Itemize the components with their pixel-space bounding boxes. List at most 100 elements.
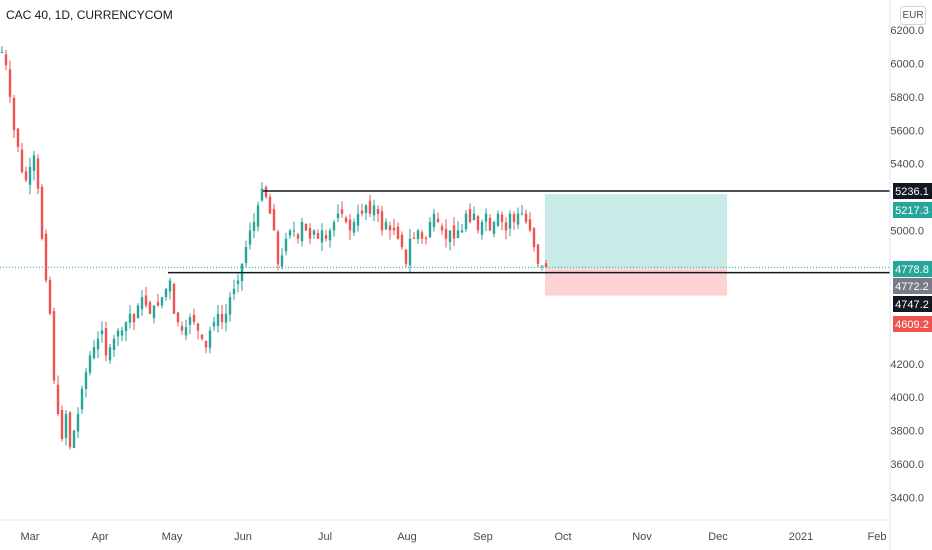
candle-body <box>308 227 312 239</box>
candle-body <box>32 155 36 171</box>
candle-body <box>4 54 8 66</box>
candle-body <box>524 213 528 223</box>
y-tick-label: 5600.0 <box>890 125 924 137</box>
candle-body <box>124 322 128 332</box>
candle-body <box>252 222 256 231</box>
candle-body <box>392 227 396 231</box>
candle-body <box>376 209 380 214</box>
candle-body <box>460 230 464 233</box>
candle-body <box>272 209 276 231</box>
candle-body <box>228 297 232 315</box>
y-tick-label: 3600.0 <box>890 459 924 471</box>
price-label: 5236.1 <box>895 186 929 198</box>
x-tick-label: Feb <box>868 531 887 543</box>
candle-body <box>364 205 368 213</box>
price-label: 4772.2 <box>895 281 929 293</box>
candle-body <box>60 410 64 439</box>
candle-body <box>16 128 20 147</box>
candle-body <box>424 238 428 240</box>
candle-body <box>496 213 500 226</box>
candle-body <box>136 305 140 319</box>
price-label-bg <box>893 183 932 199</box>
candle-body <box>108 347 112 361</box>
candle-body <box>500 214 504 223</box>
candle-body <box>296 234 300 239</box>
candle-body <box>532 228 536 248</box>
x-tick-label: Apr <box>91 531 108 543</box>
candle-body <box>180 326 184 331</box>
y-tick-label: 5000.0 <box>890 225 924 237</box>
candle-body <box>368 200 372 214</box>
candle-body <box>280 255 284 267</box>
price-label-bg <box>893 278 932 294</box>
price-label-bg <box>893 296 932 312</box>
candle-body <box>48 279 52 314</box>
level-lines <box>0 190 890 274</box>
candle-body <box>428 222 432 238</box>
candle-body <box>324 235 328 239</box>
candle-body <box>292 230 296 232</box>
candle-body <box>544 263 548 268</box>
time-axis: Mar Apr May Jun Jul Aug Sep Oct Nov Dec 2021 Feb <box>21 531 887 543</box>
candle-body <box>56 384 60 414</box>
candle-body <box>528 219 532 231</box>
y-tick-label: 6000.0 <box>890 59 924 71</box>
candle-body <box>356 213 360 226</box>
candle-body <box>96 338 100 350</box>
candle-body <box>512 214 516 223</box>
candle-body <box>264 186 268 198</box>
candle-body <box>72 430 76 448</box>
candle-body <box>316 233 320 239</box>
price-label-bg <box>893 261 932 277</box>
y-tick-label: 4000.0 <box>890 392 924 404</box>
candle-body <box>192 314 196 323</box>
x-tick-label: May <box>162 531 183 543</box>
candle-body <box>188 317 192 325</box>
candle-body <box>52 311 56 381</box>
y-tick-label: 6200.0 <box>890 25 924 37</box>
x-tick-label: Aug <box>397 531 417 543</box>
currency-button[interactable]: EUR <box>900 6 926 25</box>
candle-body <box>340 209 344 214</box>
candle-body <box>68 412 72 448</box>
candle-body <box>336 213 340 219</box>
x-tick-label: Mar <box>21 531 40 543</box>
candle-body <box>92 347 96 359</box>
chart-title: CAC 40, 1D, CURRENCYCOM <box>6 8 173 22</box>
candle-body <box>476 216 480 231</box>
candle-body <box>112 338 116 351</box>
candle-body <box>536 244 540 264</box>
candle-body <box>104 328 108 356</box>
candle-body <box>172 284 176 314</box>
candle-body <box>148 302 152 314</box>
candle-body <box>276 231 280 264</box>
y-tick-label: 3400.0 <box>890 492 924 504</box>
x-tick-label: Oct <box>554 531 571 543</box>
x-tick-label: Nov <box>632 531 652 543</box>
candle-body <box>300 222 304 242</box>
y-tick-label: 4200.0 <box>890 359 924 371</box>
y-tick-label: 3800.0 <box>890 426 924 438</box>
candle-body <box>224 313 228 323</box>
x-tick-label: 2021 <box>789 531 813 543</box>
candle-body <box>116 330 120 337</box>
candle-body <box>440 226 444 231</box>
candle-body <box>344 217 348 223</box>
candle-body <box>420 232 424 239</box>
candle-body <box>176 312 180 323</box>
candle-body <box>36 158 40 189</box>
candle-body <box>312 230 316 235</box>
candle-body <box>248 230 252 245</box>
candle-body <box>200 334 204 339</box>
x-tick-label: Jul <box>318 531 332 543</box>
candle-body <box>268 196 272 214</box>
candle-body <box>232 288 236 295</box>
candle-body <box>284 238 288 252</box>
candle-body <box>220 313 224 323</box>
candle-body <box>152 305 156 319</box>
candle-body <box>484 213 488 222</box>
candle-body <box>260 188 264 201</box>
candle-body <box>80 388 84 410</box>
candle-body <box>380 211 384 231</box>
